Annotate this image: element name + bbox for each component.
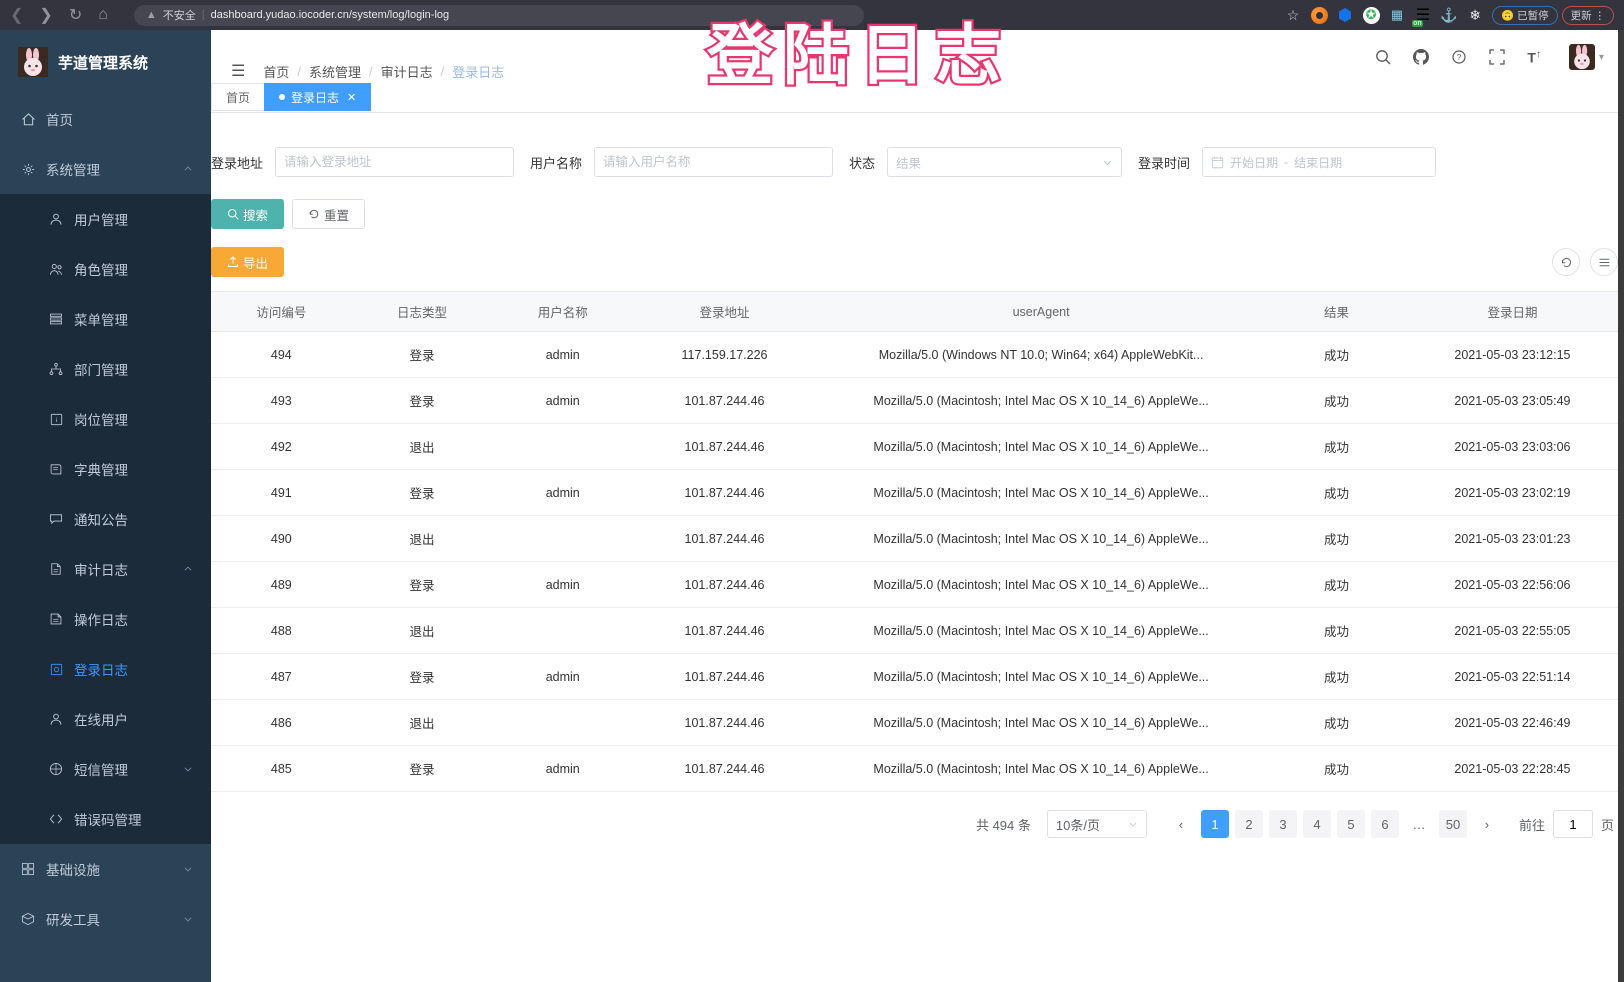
svg-text:i: i [55,417,56,424]
